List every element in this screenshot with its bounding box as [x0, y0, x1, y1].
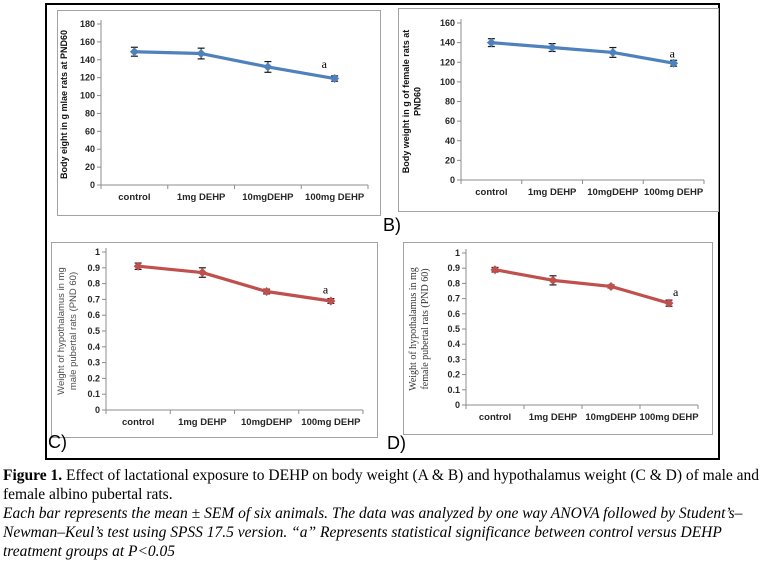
- svg-text:a: a: [673, 285, 679, 299]
- panel-a-chart: 0 20 40 60 80 100 120 140 160 180 control 1mg DEHP 1…: [59, 19, 369, 203]
- svg-text:100mg DEHP: 100mg DEHP: [639, 412, 699, 423]
- svg-text:Weight of hypothalamus in mg: Weight of hypothalamus in mg: [408, 267, 419, 391]
- svg-text:control: control: [122, 417, 154, 428]
- svg-text:100: 100: [80, 91, 95, 101]
- panel-d: 0 0.1 0.2 0.3 0.4 0.5 0.6 0.7 0.8 0.9 1 control 1mg …: [403, 242, 713, 435]
- figure-caption: Figure 1. Effect of lactational exposure…: [3, 467, 774, 561]
- panel-c-label: C): [48, 432, 67, 452]
- svg-text:0: 0: [450, 175, 455, 185]
- panel-b-label: B): [383, 215, 401, 235]
- svg-text:10mgDEHP: 10mgDEHP: [242, 192, 294, 203]
- svg-text:0: 0: [455, 400, 460, 410]
- panel-b: 0 20 40 60 80 100 120 140 160 control 1mg DEHP 10mg…: [398, 8, 719, 212]
- svg-text:0.8: 0.8: [87, 279, 100, 289]
- svg-text:0.3: 0.3: [447, 354, 460, 364]
- panel-a: 0 20 40 60 80 100 120 140 160 180 control 1mg DEHP 1…: [57, 10, 381, 216]
- svg-text:1: 1: [455, 248, 460, 258]
- svg-text:180: 180: [80, 19, 95, 29]
- svg-text:80: 80: [445, 97, 455, 107]
- svg-text:40: 40: [85, 144, 95, 154]
- panel-c: 0 0.1 0.2 0.3 0.4 0.5 0.6 0.7 0.8 0.9 1 control 1mg …: [51, 242, 378, 438]
- figure-border-box: 0 20 40 60 80 100 120 140 160 180 control 1mg DEHP 1…: [45, 3, 720, 460]
- caption-method-note: Each bar represents the mean ± SEM of si…: [3, 504, 743, 560]
- svg-text:0.5: 0.5: [447, 324, 460, 334]
- svg-text:Weight of hypothalamus in mg: Weight of hypothalamus in mg: [56, 267, 67, 395]
- caption-figure-number: Figure 1.: [3, 467, 63, 484]
- svg-text:0.1: 0.1: [87, 389, 100, 399]
- svg-text:female pubertal rats (PND 60): female pubertal rats (PND 60): [420, 268, 431, 389]
- svg-text:control: control: [118, 192, 150, 203]
- svg-text:1mg DEHP: 1mg DEHP: [528, 187, 577, 198]
- svg-text:0.6: 0.6: [447, 309, 460, 319]
- svg-text:10mgDEHP: 10mgDEHP: [587, 187, 639, 198]
- svg-text:0.5: 0.5: [87, 326, 100, 336]
- svg-text:0.9: 0.9: [447, 263, 460, 273]
- caption-main-text: Effect of lactational exposure to DEHP o…: [3, 467, 760, 503]
- panel-d-label: D): [387, 433, 406, 453]
- svg-text:control: control: [475, 187, 507, 198]
- svg-text:10mgDEHP: 10mgDEHP: [241, 417, 293, 428]
- svg-text:0.7: 0.7: [87, 294, 100, 304]
- svg-text:PND60: PND60: [413, 87, 423, 116]
- caption-main: Figure 1. Effect of lactational exposure…: [3, 467, 774, 505]
- svg-text:100mg DEHP: 100mg DEHP: [301, 417, 361, 428]
- svg-text:140: 140: [80, 55, 95, 65]
- svg-text:0.4: 0.4: [447, 339, 460, 349]
- svg-text:1mg DEHP: 1mg DEHP: [178, 417, 227, 428]
- svg-text:160: 160: [80, 37, 95, 47]
- svg-text:control: control: [479, 412, 511, 423]
- svg-text:100mg DEHP: 100mg DEHP: [644, 187, 704, 198]
- svg-text:20: 20: [445, 155, 455, 165]
- svg-text:60: 60: [85, 126, 95, 136]
- svg-text:40: 40: [445, 136, 455, 146]
- svg-text:a: a: [323, 283, 329, 297]
- svg-text:120: 120: [80, 73, 95, 83]
- svg-text:120: 120: [440, 57, 455, 67]
- svg-text:80: 80: [85, 108, 95, 118]
- panel-d-chart: 0 0.1 0.2 0.3 0.4 0.5 0.6 0.7 0.8 0.9 1 control 1mg …: [408, 248, 699, 423]
- svg-text:0.6: 0.6: [87, 310, 100, 320]
- svg-text:1mg DEHP: 1mg DEHP: [177, 192, 226, 203]
- panel-c-chart: 0 0.1 0.2 0.3 0.4 0.5 0.6 0.7 0.8 0.9 1 control 1mg …: [56, 247, 364, 428]
- svg-text:0.7: 0.7: [447, 294, 460, 304]
- svg-text:male pubertal rats (PND 60): male pubertal rats (PND 60): [68, 272, 79, 390]
- svg-text:0.3: 0.3: [87, 358, 100, 368]
- svg-text:0.2: 0.2: [87, 373, 100, 383]
- svg-text:1mg DEHP: 1mg DEHP: [529, 412, 578, 423]
- svg-text:0.2: 0.2: [447, 370, 460, 380]
- svg-text:100: 100: [440, 77, 455, 87]
- svg-text:20: 20: [85, 162, 95, 172]
- svg-text:0.9: 0.9: [87, 263, 100, 273]
- svg-text:160: 160: [440, 18, 455, 28]
- svg-text:0: 0: [90, 180, 95, 190]
- svg-text:1: 1: [95, 247, 100, 257]
- svg-text:Body eight in g mlae rats at P: Body eight in g mlae rats at PND60: [59, 30, 69, 179]
- svg-text:a: a: [670, 46, 676, 60]
- svg-text:0: 0: [95, 405, 100, 415]
- svg-text:60: 60: [445, 116, 455, 126]
- panel-b-chart: 0 20 40 60 80 100 120 140 160 control 1mg DEHP 10mg…: [401, 18, 705, 198]
- svg-text:a: a: [322, 57, 328, 71]
- svg-text:Body weight in g of female rat: Body weight in g of female rats at: [401, 30, 411, 174]
- svg-text:0.8: 0.8: [447, 278, 460, 288]
- svg-text:140: 140: [440, 38, 455, 48]
- svg-text:0.1: 0.1: [447, 385, 460, 395]
- svg-text:100mg DEHP: 100mg DEHP: [305, 192, 365, 203]
- svg-text:10mgDEHP: 10mgDEHP: [585, 412, 637, 423]
- svg-text:0.4: 0.4: [87, 342, 100, 352]
